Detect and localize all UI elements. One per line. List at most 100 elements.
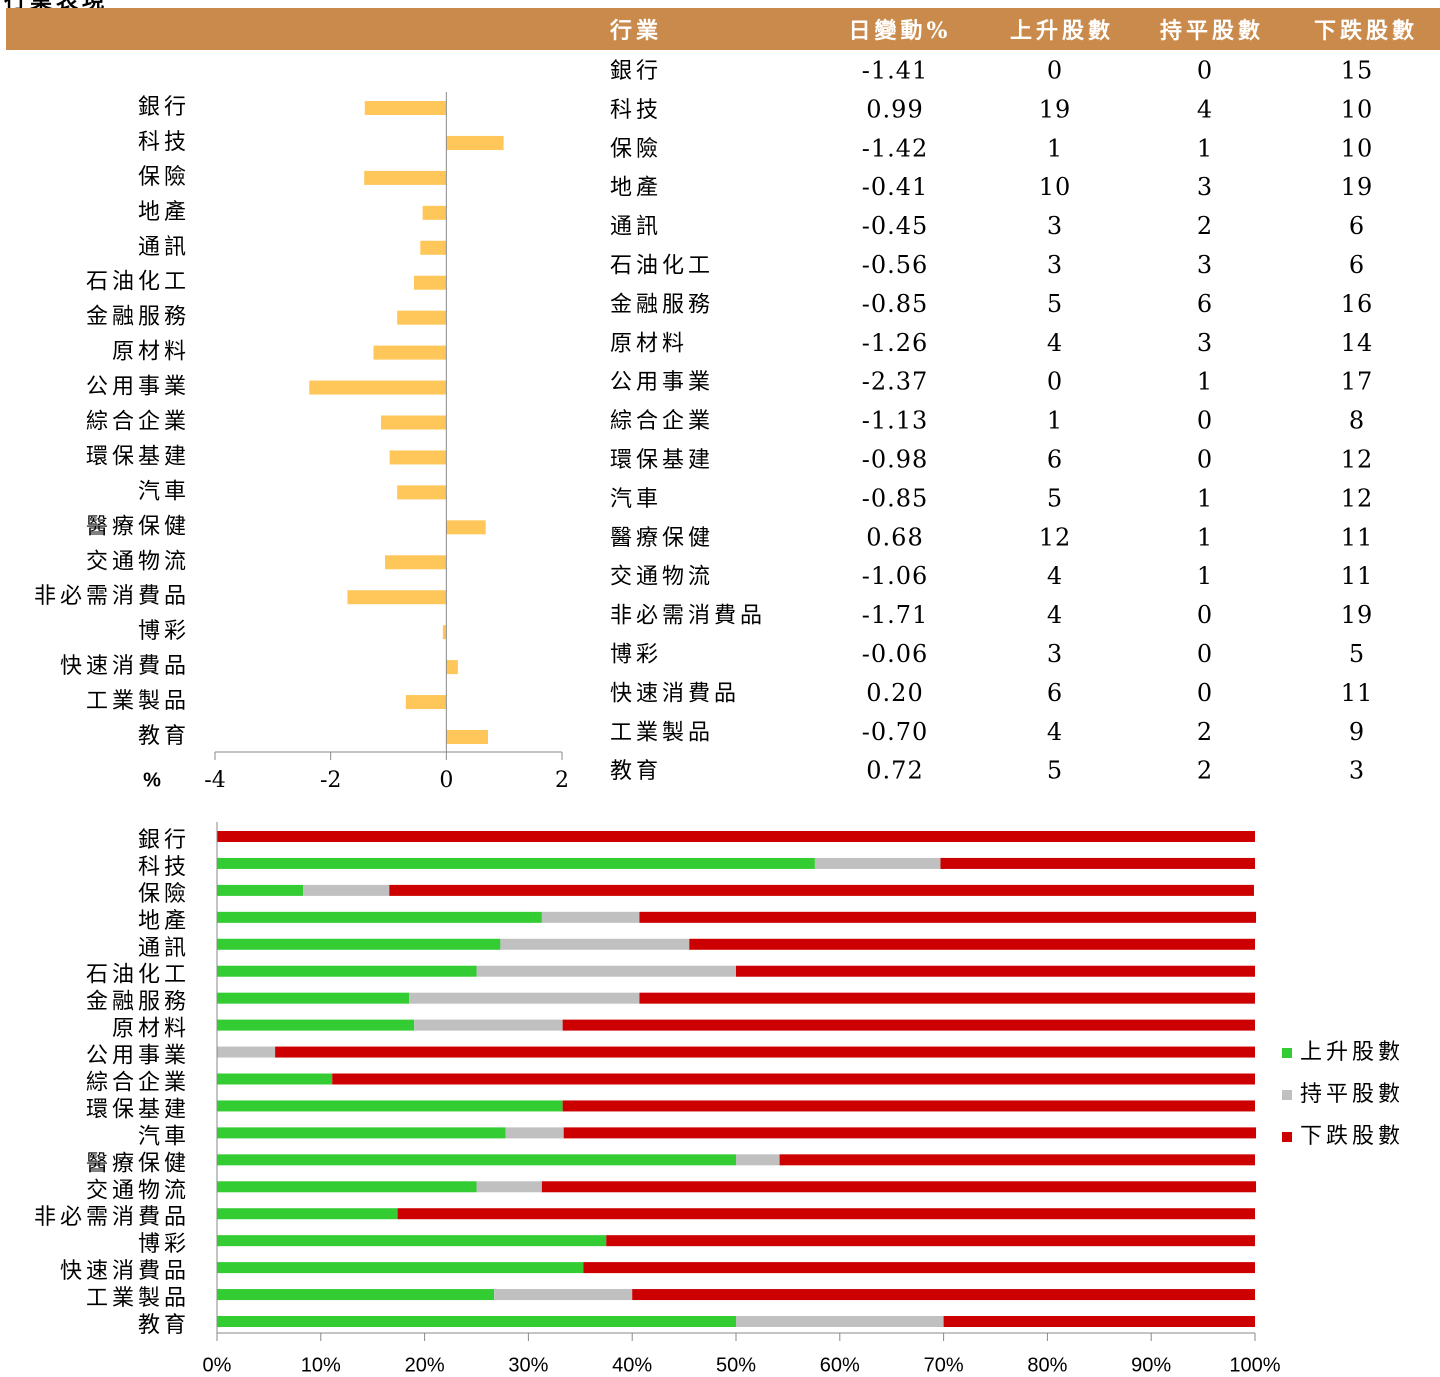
table-cell: 4 — [1197, 95, 1213, 123]
bar — [389, 450, 447, 465]
table-cell: 6 — [1349, 212, 1365, 240]
bar-segment — [332, 1073, 1255, 1085]
table-cell: 19 — [1341, 173, 1374, 201]
table-cell: 3 — [1047, 212, 1063, 240]
table-cell: 4 — [1047, 718, 1063, 746]
table-cell: 3 — [1197, 251, 1213, 279]
y-tick-label: 保險 — [138, 882, 190, 907]
table-cell: 6 — [1349, 251, 1365, 279]
table-header: 上升股數 — [1010, 18, 1114, 44]
table-cell: 11 — [1341, 562, 1374, 590]
x-tick-label: 100% — [1229, 1354, 1280, 1376]
bar — [446, 660, 458, 675]
table-cell: 3 — [1349, 757, 1365, 785]
bar-segment — [217, 1208, 398, 1220]
bar-segment — [541, 1181, 1257, 1193]
bar-segment — [414, 1019, 563, 1031]
bar — [397, 310, 447, 325]
y-tick-label: 醫療保健 — [86, 514, 190, 539]
table-cell: 1 — [1197, 134, 1213, 162]
table-cell: 1 — [1047, 134, 1063, 162]
bar-segment — [217, 1181, 477, 1193]
bar — [397, 485, 447, 500]
table-cell: 環保基建 — [610, 448, 714, 473]
bar-segment — [303, 884, 390, 896]
x-tick-label: 80% — [1027, 1354, 1067, 1376]
table-cell: 10 — [1039, 173, 1072, 201]
bar-segment — [736, 965, 1255, 977]
table-cell: 11 — [1341, 679, 1374, 707]
bar-segment — [275, 1046, 1255, 1058]
table-cell: 石油化工 — [610, 254, 714, 279]
bar-segment — [217, 1154, 736, 1166]
bar-segment — [736, 1154, 780, 1166]
x-tick-label: 50% — [716, 1354, 756, 1376]
x-tick-label: 0% — [203, 1354, 232, 1376]
table-cell: 0 — [1197, 407, 1213, 435]
y-tick-label: 公用事業 — [86, 375, 190, 400]
table-cell: -0.70 — [862, 718, 929, 746]
y-tick-label: 教育 — [138, 1313, 190, 1338]
table-cell: 通訊 — [610, 215, 662, 240]
table-cell: 0 — [1197, 640, 1213, 668]
table-cell: -0.45 — [862, 212, 929, 240]
bar-segment — [217, 1019, 415, 1031]
bar-segment — [500, 938, 690, 950]
table-cell: -2.37 — [862, 368, 929, 396]
table-cell: 工業製品 — [610, 720, 714, 745]
y-tick-label: 原材料 — [112, 340, 190, 365]
bar-segment — [217, 1262, 584, 1274]
bar-segment — [476, 1181, 542, 1193]
table-cell: -0.56 — [862, 251, 929, 279]
y-tick-label: 銀行 — [138, 95, 190, 120]
bar-segment — [217, 1127, 506, 1139]
y-tick-label: 綜合企業 — [86, 1071, 190, 1096]
table-cell: 1 — [1197, 562, 1213, 590]
table-cell: 8 — [1349, 407, 1365, 435]
bar — [446, 135, 504, 150]
bar-segment — [217, 965, 477, 977]
y-tick-label: 工業製品 — [86, 689, 190, 714]
y-tick-label: 保險 — [138, 165, 190, 190]
table-cell: 博彩 — [610, 643, 662, 668]
bar-segment — [494, 1289, 633, 1301]
table-cell: 5 — [1349, 640, 1365, 668]
table-cell: -0.06 — [862, 640, 929, 668]
bar — [380, 415, 447, 430]
table-cell: 公用事業 — [610, 370, 714, 395]
x-tick-label: 40% — [612, 1354, 652, 1376]
table-cell: 10 — [1341, 134, 1374, 162]
bar-segment — [217, 884, 304, 896]
x-tick-label: 20% — [405, 1354, 445, 1376]
bar-segment — [606, 1235, 1255, 1247]
table-cell: 汽車 — [610, 487, 662, 512]
bar-segment — [217, 992, 410, 1004]
bar-segment — [632, 1289, 1255, 1301]
x-tick-label: 10% — [301, 1354, 341, 1376]
table-cell: 12 — [1039, 523, 1072, 551]
bar-segment — [389, 884, 1254, 896]
bar-segment — [689, 938, 1255, 950]
y-tick-label: 環保基建 — [86, 1097, 190, 1122]
table-cell: -1.42 — [862, 134, 929, 162]
table-cell: 教育 — [610, 759, 662, 784]
bar — [373, 345, 447, 360]
bar-segment — [779, 1154, 1255, 1166]
y-tick-label: 交通物流 — [86, 549, 190, 574]
table-cell: 0 — [1197, 601, 1213, 629]
bar-segment — [940, 857, 1255, 869]
table-cell: 科技 — [610, 98, 662, 123]
table-cell: 醫療保健 — [610, 526, 714, 551]
y-tick-label: 通訊 — [138, 235, 190, 260]
y-tick-label: 非必需消費品 — [34, 1205, 190, 1230]
table-cell: 1 — [1047, 407, 1063, 435]
bar-segment — [217, 857, 815, 869]
table-cell: -1.26 — [862, 329, 929, 357]
y-tick-label: 地產 — [138, 200, 190, 225]
y-tick-label: 地產 — [138, 909, 190, 934]
bar-segment — [217, 1046, 276, 1058]
x-tick-label: 60% — [820, 1354, 860, 1376]
table-cell: 綜合企業 — [610, 409, 714, 434]
table-cell: 0 — [1047, 368, 1063, 396]
